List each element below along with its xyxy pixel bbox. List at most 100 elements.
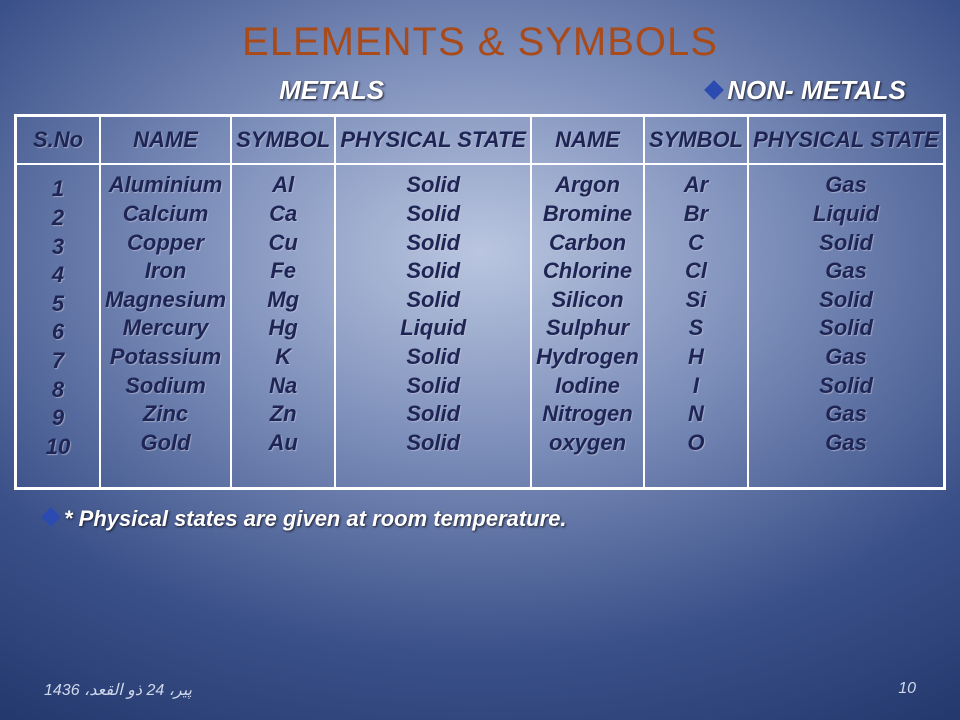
elements-table: S.No NAME SYMBOL PHYSICAL STATE NAME SYM…: [14, 114, 946, 490]
list-item: Gas: [753, 343, 939, 372]
list-item: 7: [23, 347, 93, 376]
col-metal-symbol: SYMBOL: [231, 116, 335, 165]
list-item: Liquid: [340, 314, 526, 343]
cell-nonmetal-name: ArgonBromineCarbonChlorineSiliconSulphur…: [531, 164, 644, 488]
list-item: Carbon: [536, 229, 639, 258]
footer-date: پير، 24 ذو القعد، 1436: [44, 680, 192, 700]
list-item: Solid: [340, 286, 526, 315]
list-item: Mg: [236, 286, 330, 315]
list-item: K: [236, 343, 330, 372]
col-nonmetal-symbol: SYMBOL: [644, 116, 748, 165]
nonmetals-heading: NON- METALS: [543, 75, 940, 106]
list-item: Al: [236, 171, 330, 200]
list-item: Gas: [753, 400, 939, 429]
diamond-bullet-icon: [41, 507, 61, 527]
slide-footer: پير، 24 ذو القعد، 1436 10: [0, 680, 960, 700]
slide: ELEMENTS & SYMBOLS METALS NON- METALS S.…: [0, 0, 960, 720]
cell-sno: 12345678910: [16, 164, 101, 488]
list-item: Na: [236, 372, 330, 401]
list-item: Magnesium: [105, 286, 226, 315]
metals-heading: METALS: [20, 75, 543, 106]
list-item: Solid: [340, 229, 526, 258]
list-item: Mercury: [105, 314, 226, 343]
list-item: Solid: [753, 314, 939, 343]
list-item: 10: [23, 433, 93, 462]
list-item: N: [649, 400, 743, 429]
list-item: O: [649, 429, 743, 458]
list-item: Fe: [236, 257, 330, 286]
list-item: Nitrogen: [536, 400, 639, 429]
list-item: Silicon: [536, 286, 639, 315]
list-item: Hg: [236, 314, 330, 343]
cell-nonmetal-state: GasLiquidSolidGasSolidSolidGasSolidGasGa…: [748, 164, 944, 488]
list-item: Ar: [649, 171, 743, 200]
list-item: Gas: [753, 429, 939, 458]
list-item: Solid: [753, 286, 939, 315]
list-item: oxygen: [536, 429, 639, 458]
list-item: 2: [23, 204, 93, 233]
col-metal-name: NAME: [100, 116, 231, 165]
list-item: Solid: [753, 372, 939, 401]
list-item: Solid: [340, 372, 526, 401]
list-item: Solid: [340, 343, 526, 372]
col-sno: S.No: [16, 116, 101, 165]
list-item: S: [649, 314, 743, 343]
cell-metal-state: SolidSolidSolidSolidSolidLiquidSolidSoli…: [335, 164, 531, 488]
list-item: I: [649, 372, 743, 401]
col-nonmetal-name: NAME: [531, 116, 644, 165]
list-item: Chlorine: [536, 257, 639, 286]
list-item: H: [649, 343, 743, 372]
list-item: Au: [236, 429, 330, 458]
footer-page: 10: [898, 680, 916, 700]
list-item: Si: [649, 286, 743, 315]
list-item: Br: [649, 200, 743, 229]
cell-metal-name: AluminiumCalciumCopperIronMagnesiumMercu…: [100, 164, 231, 488]
footnote-text: * Physical states are given at room temp…: [64, 506, 567, 531]
list-item: 9: [23, 404, 93, 433]
nonmetals-label: NON- METALS: [727, 75, 906, 105]
list-item: Aluminium: [105, 171, 226, 200]
list-item: Solid: [340, 257, 526, 286]
list-item: Iron: [105, 257, 226, 286]
list-item: Iodine: [536, 372, 639, 401]
list-item: Sodium: [105, 372, 226, 401]
list-item: Solid: [340, 429, 526, 458]
col-metal-state: PHYSICAL STATE: [335, 116, 531, 165]
list-item: Solid: [340, 200, 526, 229]
list-item: Cu: [236, 229, 330, 258]
list-item: 1: [23, 175, 93, 204]
footnote: * Physical states are given at room temp…: [44, 506, 960, 532]
table-header-row: S.No NAME SYMBOL PHYSICAL STATE NAME SYM…: [16, 116, 945, 165]
cell-metal-symbol: AlCaCuFeMgHgKNaZnAu: [231, 164, 335, 488]
list-item: Gas: [753, 171, 939, 200]
page-title: ELEMENTS & SYMBOLS: [0, 0, 960, 65]
list-item: Potassium: [105, 343, 226, 372]
cell-nonmetal-symbol: ArBrCClSiSHINO: [644, 164, 748, 488]
list-item: C: [649, 229, 743, 258]
list-item: Bromine: [536, 200, 639, 229]
metals-label: METALS: [279, 75, 384, 105]
list-item: Cl: [649, 257, 743, 286]
list-item: Zn: [236, 400, 330, 429]
list-item: 3: [23, 233, 93, 262]
list-item: Gas: [753, 257, 939, 286]
list-item: Solid: [753, 229, 939, 258]
list-item: Ca: [236, 200, 330, 229]
col-nonmetal-state: PHYSICAL STATE: [748, 116, 944, 165]
list-item: Argon: [536, 171, 639, 200]
diamond-bullet-icon: [704, 80, 724, 100]
list-item: Liquid: [753, 200, 939, 229]
list-item: Hydrogen: [536, 343, 639, 372]
list-item: Calcium: [105, 200, 226, 229]
list-item: Gold: [105, 429, 226, 458]
list-item: Copper: [105, 229, 226, 258]
list-item: 4: [23, 261, 93, 290]
list-item: 5: [23, 290, 93, 319]
list-item: Solid: [340, 171, 526, 200]
list-item: 6: [23, 318, 93, 347]
list-item: 8: [23, 376, 93, 405]
table-data-row: 12345678910 AluminiumCalciumCopperIronMa…: [16, 164, 945, 488]
section-headers: METALS NON- METALS: [0, 75, 960, 106]
list-item: Solid: [340, 400, 526, 429]
list-item: Zinc: [105, 400, 226, 429]
